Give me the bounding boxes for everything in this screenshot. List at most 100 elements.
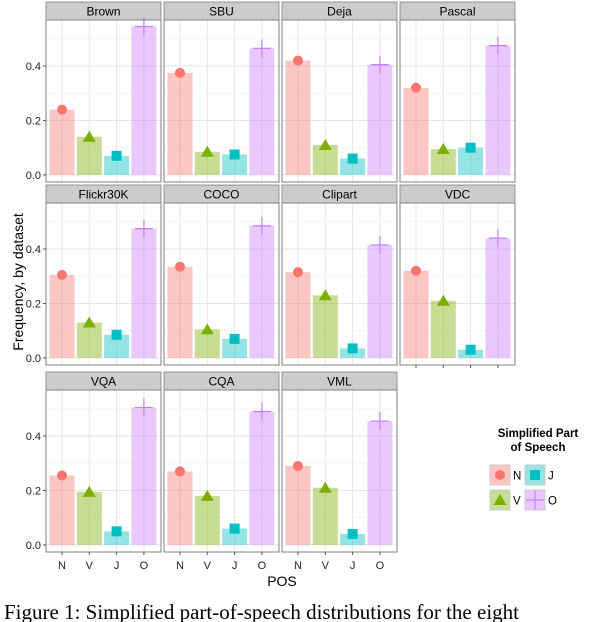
facet-title: VQA xyxy=(91,375,116,389)
bar-o xyxy=(131,228,157,358)
point-marker-o xyxy=(370,412,389,431)
plot-background xyxy=(164,20,279,182)
point-marker-v xyxy=(82,130,96,142)
point-marker-o xyxy=(370,235,389,254)
point-marker-j xyxy=(347,529,358,540)
bar-v xyxy=(194,495,220,545)
facet-panel-vml: VML N V J O xyxy=(281,371,398,572)
point-marker-v xyxy=(200,489,214,501)
y-tick-label: 0.2 xyxy=(26,115,41,127)
point-marker-n xyxy=(411,265,421,276)
x-tick-label: O xyxy=(376,560,385,572)
plot-background xyxy=(400,203,515,365)
facet-panel-deja: Deja xyxy=(281,1,398,183)
bar-o xyxy=(485,238,511,358)
facet-panel-clipart: Clipart xyxy=(281,184,398,366)
facet-title: Pascal xyxy=(439,5,475,19)
x-tick-label: J xyxy=(114,560,120,572)
point-marker-j xyxy=(229,149,240,160)
y-axis-label: Frequency, by dataset xyxy=(10,213,26,351)
bar-n xyxy=(49,475,75,545)
panel-border xyxy=(45,202,162,366)
y-tick-label: 0.4 xyxy=(26,244,41,256)
facet-panel-vqa: VQA 0.0 0.2 0.4 N V J O xyxy=(26,371,162,572)
figure-caption: Figure 1: Simplified part-of-speech dist… xyxy=(4,600,519,622)
point-marker-n xyxy=(57,104,67,115)
point-marker-n xyxy=(175,466,185,477)
y-tick-label: 0.4 xyxy=(26,61,41,73)
bar-o xyxy=(249,411,275,545)
plot-background xyxy=(400,20,515,182)
point-marker-n xyxy=(293,267,303,278)
point-marker-o xyxy=(134,219,153,238)
point-marker-v xyxy=(436,143,450,155)
point-marker-o xyxy=(488,229,507,248)
panel-border xyxy=(399,202,516,366)
point-marker-v xyxy=(200,323,214,335)
point-marker-o xyxy=(134,398,153,417)
legend-title: Simplified Part xyxy=(498,428,579,440)
y-tick-label: 0.0 xyxy=(26,170,41,182)
y-tick-label: 0.2 xyxy=(26,485,41,497)
bar-v xyxy=(76,322,102,358)
point-marker-n xyxy=(175,261,185,272)
bar-v xyxy=(194,151,220,175)
point-marker-o xyxy=(488,36,507,55)
point-marker-n xyxy=(175,67,185,78)
legend: Simplified Part of Speech N J V O xyxy=(489,428,579,511)
bar-v xyxy=(430,300,456,358)
legend-label: V xyxy=(513,496,521,508)
x-tick-label: V xyxy=(322,560,330,572)
facet-title: COCO xyxy=(204,188,240,202)
point-marker-j xyxy=(111,329,122,340)
point-marker-v xyxy=(436,294,450,306)
bar-n xyxy=(403,87,429,175)
bar-n xyxy=(285,60,311,175)
point-marker-n xyxy=(411,82,421,93)
point-marker-o xyxy=(134,17,153,36)
bar-o xyxy=(485,45,511,175)
x-tick-label: O xyxy=(258,560,267,572)
x-tick-label: N xyxy=(294,560,302,572)
plot-background xyxy=(282,203,397,365)
panel-border xyxy=(163,389,280,553)
bar-o xyxy=(367,64,393,175)
bar-o xyxy=(249,225,275,358)
facet-panel-flickr30k: Flickr30K 0.0 0.2 0.4 xyxy=(26,184,162,366)
plot-background xyxy=(46,203,161,365)
bar-j xyxy=(222,154,248,175)
panel-border xyxy=(163,202,280,366)
legend-marker-n xyxy=(495,470,505,480)
legend-marker-o xyxy=(526,491,544,509)
bar-v xyxy=(76,491,102,545)
point-marker-j xyxy=(111,526,122,537)
legend-marker-v xyxy=(493,494,507,505)
bar-j xyxy=(340,534,366,545)
x-tick-label: V xyxy=(86,560,94,572)
point-marker-j xyxy=(465,142,476,153)
bar-n xyxy=(49,109,75,175)
facet-title: CQA xyxy=(208,375,234,389)
bar-j xyxy=(104,155,130,175)
bar-n xyxy=(403,270,429,358)
facet-panel-pascal: Pascal xyxy=(399,1,516,183)
point-marker-o xyxy=(252,402,271,421)
bar-n xyxy=(167,72,193,175)
bar-n xyxy=(167,266,193,358)
legend-title: of Speech xyxy=(511,442,566,454)
x-tick-label: N xyxy=(176,560,184,572)
bar-o xyxy=(367,244,393,358)
panel-border xyxy=(45,19,162,183)
plot-background xyxy=(164,203,279,365)
bar-o xyxy=(131,407,157,545)
x-tick-label: O xyxy=(140,560,149,572)
x-tick-label: V xyxy=(204,560,212,572)
bar-n xyxy=(285,272,311,358)
panel-border xyxy=(399,19,516,183)
point-marker-n xyxy=(57,269,67,280)
point-marker-v xyxy=(82,485,96,497)
facet-title: VDC xyxy=(445,188,471,202)
point-marker-o xyxy=(252,216,271,235)
